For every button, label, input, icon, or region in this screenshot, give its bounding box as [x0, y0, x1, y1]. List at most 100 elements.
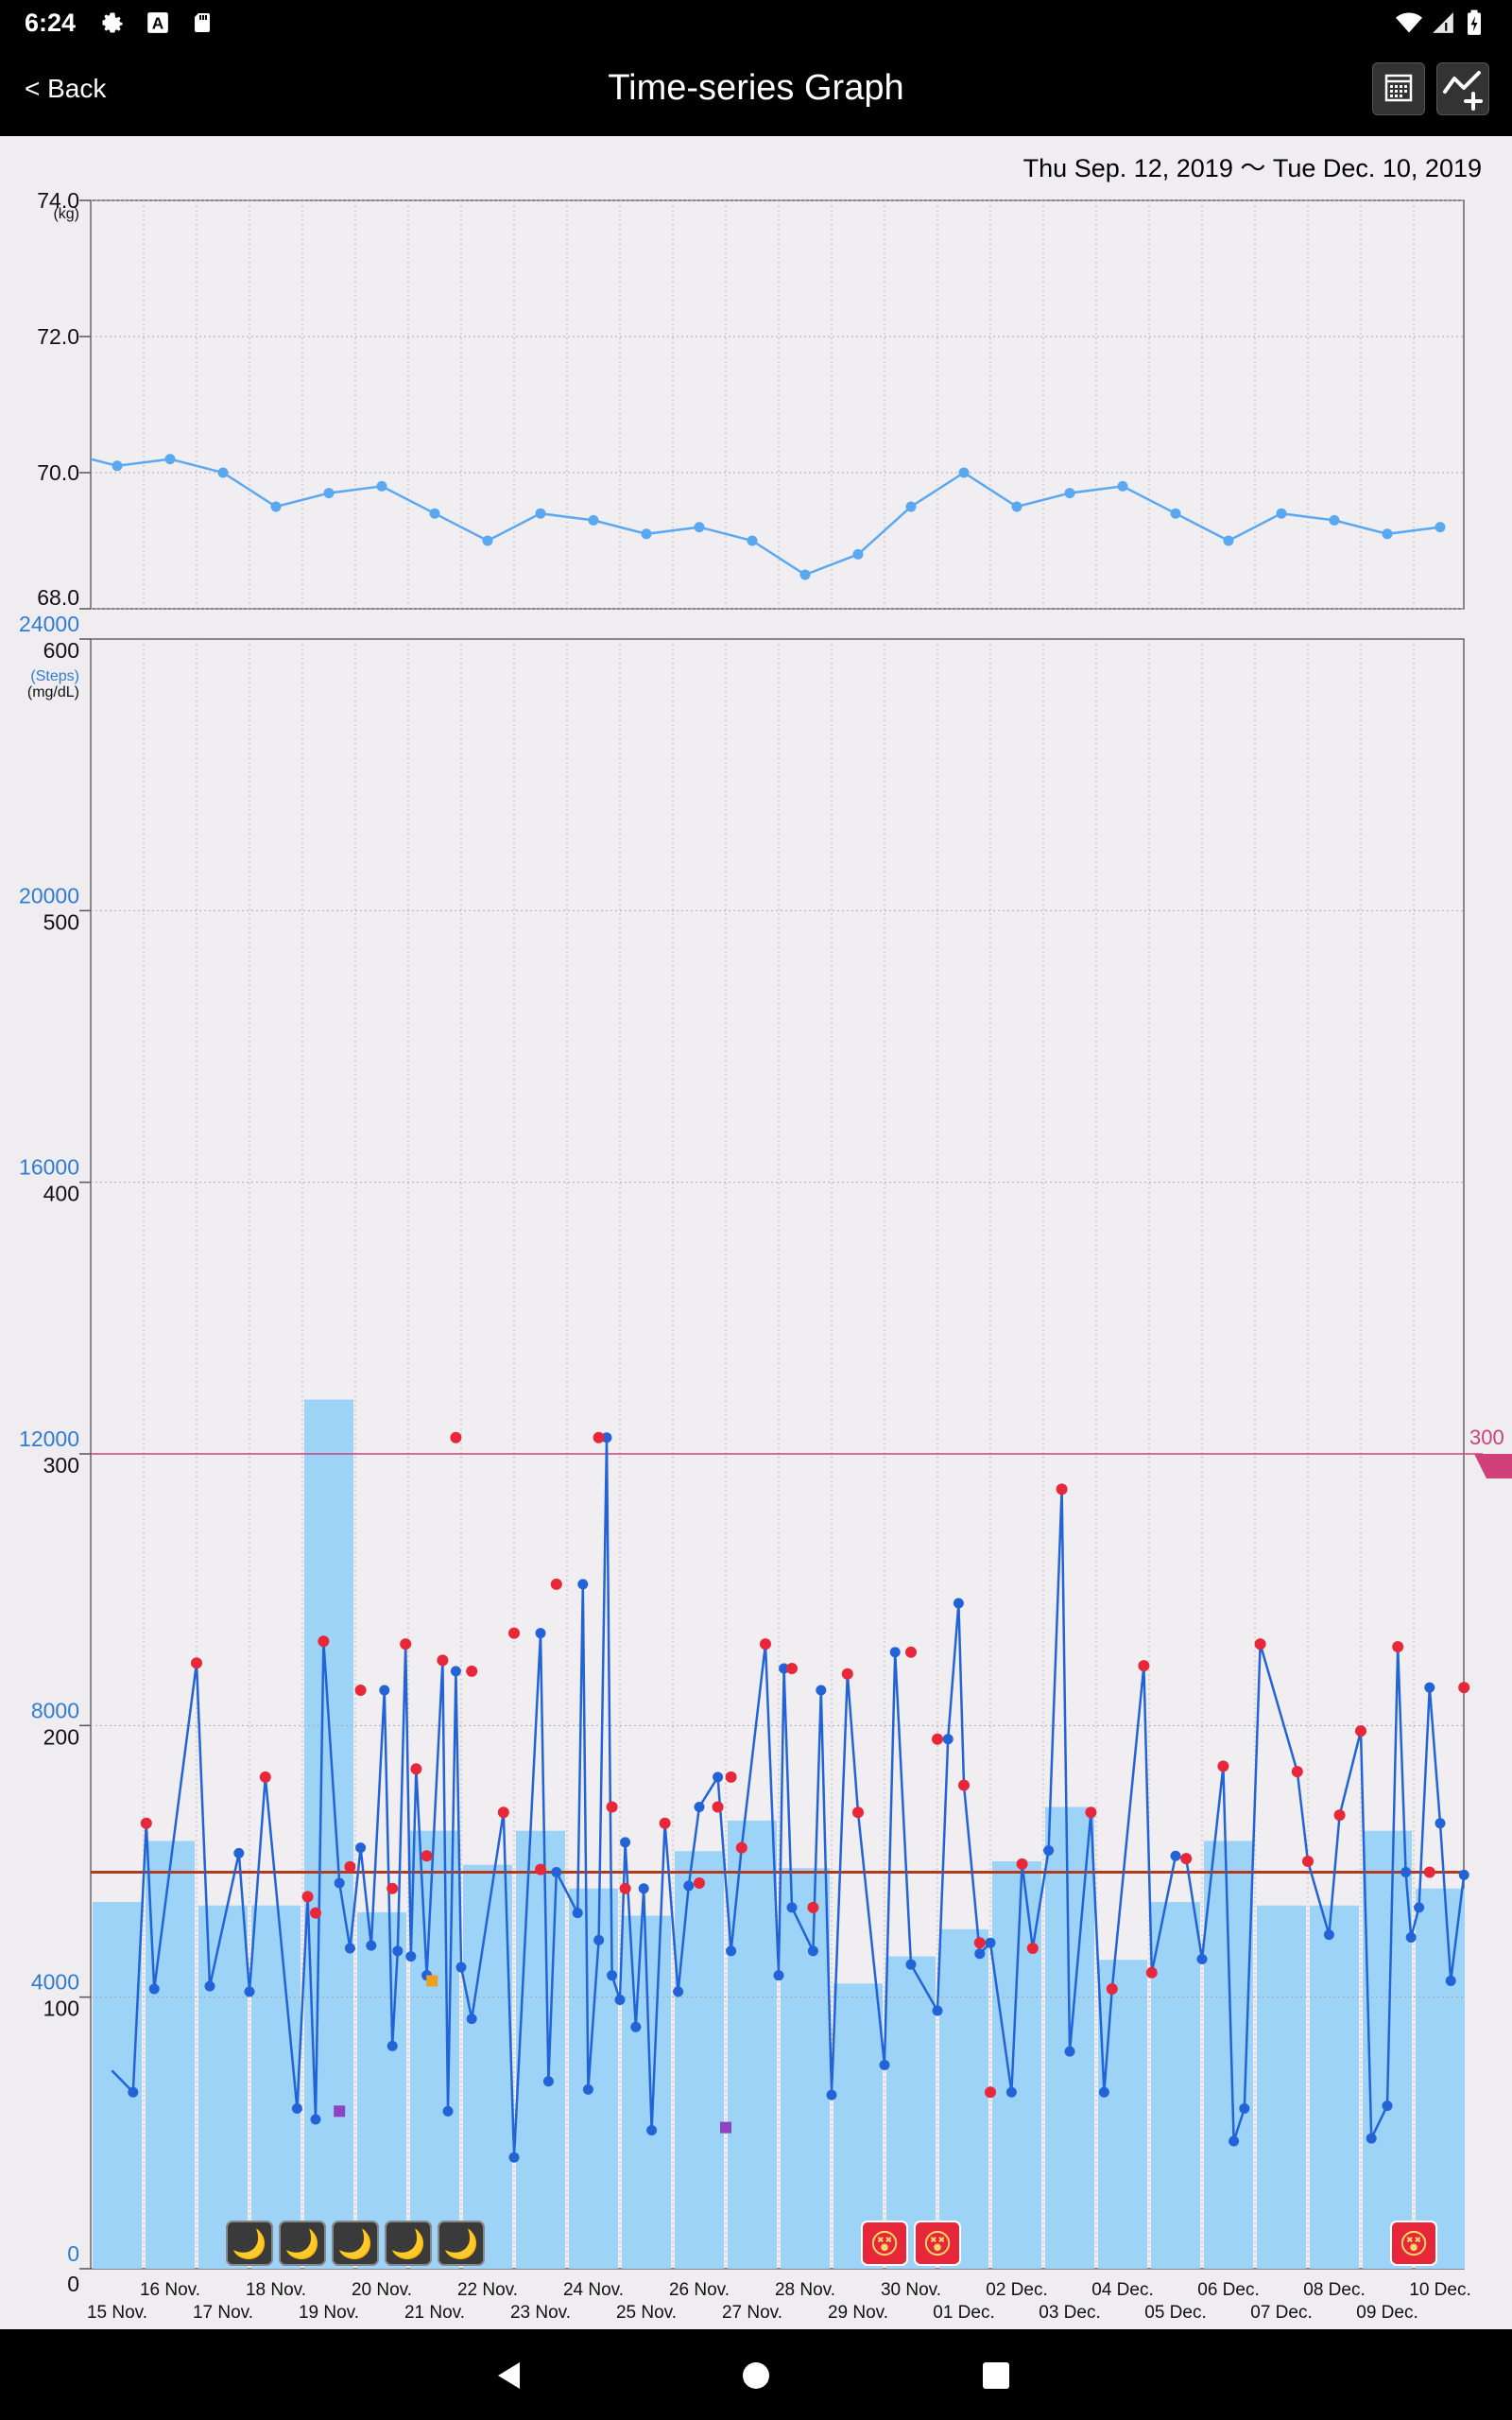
weight-chart-panel: 74.0 72.0 70.0 68.0 (kg) [37, 188, 1465, 610]
steps-bar [357, 1911, 406, 2269]
glucose-high-marker [712, 1801, 724, 1813]
x-axis-label-upper: 06 Dec. [1197, 2280, 1259, 2300]
glucose-high-marker [1217, 1760, 1229, 1772]
glucose-high-marker [1291, 1766, 1303, 1778]
steps-y-tick-label: 20000 [19, 883, 79, 908]
x-axis-label-upper: 28 Nov. [775, 2280, 835, 2300]
weight-data-point [270, 501, 282, 512]
glucose-data-point [593, 1934, 605, 1945]
glucose-data-point [713, 1772, 724, 1783]
weight-data-point [535, 508, 546, 519]
moon-icon-background [385, 2221, 432, 2266]
weight-data-point [588, 514, 599, 526]
glucose-high-marker [852, 1806, 864, 1819]
glucose-high-marker [387, 1882, 399, 1894]
x-axis-label-lower: 21 Nov. [404, 2303, 465, 2323]
weight-data-point [1117, 480, 1128, 492]
sd-card-icon [195, 13, 210, 32]
glucose-high-marker [410, 1763, 422, 1775]
steps-bar [251, 1905, 301, 2269]
x-axis-label-lower: 29 Nov. [828, 2303, 888, 2323]
x-axis-label-upper: 02 Dec. [986, 2280, 1047, 2300]
time-series-chart[interactable]: 74.072.070.068.0(kg) 2400060020000500160… [0, 136, 1512, 2329]
calendar-button[interactable] [1372, 62, 1425, 115]
weight-data-point [694, 522, 705, 533]
nav-home-icon[interactable] [740, 2360, 772, 2392]
glucose-high-marker [1106, 1983, 1118, 1996]
steps-bar [781, 1868, 830, 2269]
glucose-data-point [450, 1666, 461, 1677]
glucose-data-point [387, 2040, 398, 2051]
glucose-data-point [816, 1685, 827, 1696]
glucose-data-point [405, 1951, 417, 1962]
glucose-data-point [1366, 2133, 1377, 2144]
glucose-data-point [535, 1628, 546, 1639]
sick-face-icon: 😵 [861, 2221, 908, 2266]
steps-glucose-chart-panel: 2400060020000500160004001200030080002004… [19, 612, 1512, 2323]
weight-y-tick-label: 74.0 [37, 188, 79, 213]
glucose-data-point [455, 1962, 467, 1973]
weight-y-tick-label: 72.0 [37, 324, 79, 349]
glucose-high-marker [1302, 1856, 1314, 1867]
x-axis-label-lower: 25 Nov. [616, 2303, 677, 2323]
glucose-data-point [953, 1598, 964, 1609]
glucose-data-point [1043, 1845, 1055, 1857]
add-graph-button[interactable] [1436, 62, 1489, 115]
glucose-data-point [620, 1837, 631, 1848]
glucose-data-point [128, 2086, 139, 2098]
back-button[interactable]: < Back [25, 74, 107, 103]
weight-data-point [1170, 508, 1181, 519]
glucose-low-marker [334, 2105, 346, 2118]
glucose-y-tick-label: 600 [43, 638, 79, 663]
svg-text:A: A [152, 14, 164, 33]
page-title: Time-series Graph [608, 68, 904, 108]
moon-icon-glyph: 🌙 [337, 2227, 372, 2261]
glucose-data-point [1323, 1929, 1334, 1941]
glucose-unit-label: (mg/dL) [27, 684, 79, 700]
glucose-extra-marker [426, 1975, 438, 1987]
weight-data-point [958, 467, 970, 478]
glucose-high-marker [1423, 1866, 1435, 1878]
glucose-data-point [985, 1937, 996, 1948]
glucose-high-marker [1085, 1806, 1097, 1819]
glucose-y-tick-label: 400 [43, 1182, 79, 1206]
glucose-data-point [1196, 1953, 1208, 1964]
nav-back-icon[interactable] [493, 2360, 525, 2392]
glucose-high-marker [344, 1860, 356, 1873]
glucose-data-point [392, 1945, 404, 1957]
glucose-data-point [1405, 1931, 1417, 1943]
glucose-high-marker [725, 1771, 737, 1783]
x-axis-label-upper: 26 Nov. [669, 2280, 730, 2300]
glucose-data-point [366, 1940, 377, 1951]
glucose-data-point [905, 1959, 917, 1970]
glucose-data-point [1005, 2086, 1017, 2098]
glucose-data-point [379, 1685, 390, 1696]
threshold-marker-icon [1474, 1454, 1512, 1478]
glucose-high-marker [841, 1668, 853, 1680]
glucose-data-point [807, 1945, 818, 1957]
moon-icon: 🌙 [279, 2221, 326, 2266]
steps-bar [1416, 1888, 1465, 2269]
steps-bar [1151, 1902, 1200, 2269]
moon-icon: 🌙 [385, 2221, 432, 2266]
glucose-high-marker [735, 1841, 747, 1854]
weight-data-point [217, 467, 229, 478]
glucose-data-point [614, 1995, 626, 2006]
glucose-high-marker [958, 1779, 970, 1791]
glucose-high-marker [437, 1654, 449, 1667]
glucose-high-marker [535, 1863, 546, 1876]
weight-unit-label: (kg) [53, 206, 79, 222]
glucose-data-point [551, 1866, 562, 1877]
steps-bar [569, 1888, 618, 2269]
glucose-data-point [694, 1802, 705, 1813]
nav-recents-icon[interactable] [982, 2361, 1010, 2390]
glucose-data-point [291, 2102, 302, 2114]
glucose-data-point [1424, 1682, 1435, 1693]
glucose-data-point [773, 1970, 784, 1981]
glucose-data-point [1228, 2135, 1240, 2147]
glucose-data-point [779, 1663, 790, 1674]
glucose-data-point [932, 2005, 943, 2016]
glucose-high-marker [1016, 1858, 1028, 1870]
glucose-high-marker [1355, 1725, 1366, 1737]
glucose-high-marker [593, 1431, 605, 1443]
